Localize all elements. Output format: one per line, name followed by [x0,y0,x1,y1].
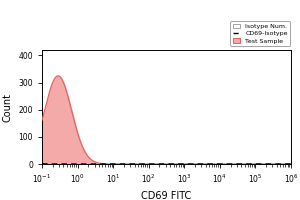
X-axis label: CD69 FITC: CD69 FITC [141,191,192,200]
Y-axis label: Count: Count [3,92,13,121]
Legend: Isotype Num., CD69-Isotype, Test Sample: Isotype Num., CD69-Isotype, Test Sample [230,21,290,46]
